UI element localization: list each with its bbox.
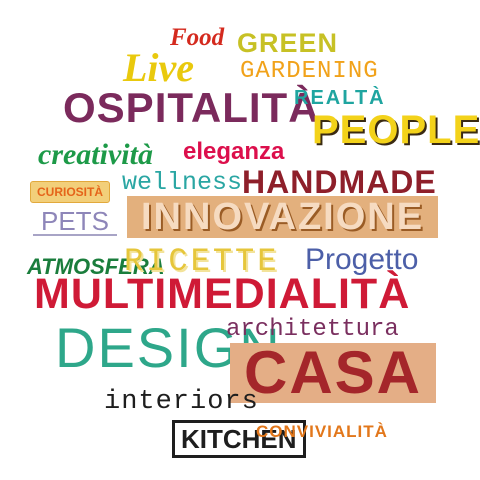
word-food: Food <box>170 24 225 51</box>
word-handmade: HANDMADE <box>242 164 437 200</box>
word-live: Live <box>123 45 195 90</box>
word-wellness: wellness <box>122 168 243 197</box>
word-green: GREEN <box>237 28 339 58</box>
word-multimedialita: MULTIMEDIALITÀ <box>34 270 411 318</box>
word-atmosfera: ATMOSFERA <box>27 254 165 279</box>
word-curiosita: CURIOSITÀ <box>30 181 110 203</box>
word-people: PEOPLE <box>312 108 480 152</box>
word-pets: PETS <box>33 208 117 236</box>
word-ricette: RICETTE <box>124 243 280 280</box>
word-gardening: GARDENING <box>240 58 379 85</box>
word-kitchen: KITCHEN <box>172 420 306 458</box>
word-innovazione: INNOVAZIONE <box>127 196 439 238</box>
word-realta: REALTÀ <box>294 87 386 109</box>
word-progetto: Progetto <box>305 243 419 276</box>
word-convivialita: CONVIVIALITÀ <box>256 422 388 441</box>
word-architettura: architettura <box>226 316 399 343</box>
word-creativita: creatività <box>38 138 153 171</box>
word-eleganza: eleganza <box>183 138 285 165</box>
word-casa: CASA <box>230 343 437 403</box>
word-interiors: interiors <box>104 387 259 417</box>
word-ospitalita: OSPITALITÀ <box>63 84 320 131</box>
